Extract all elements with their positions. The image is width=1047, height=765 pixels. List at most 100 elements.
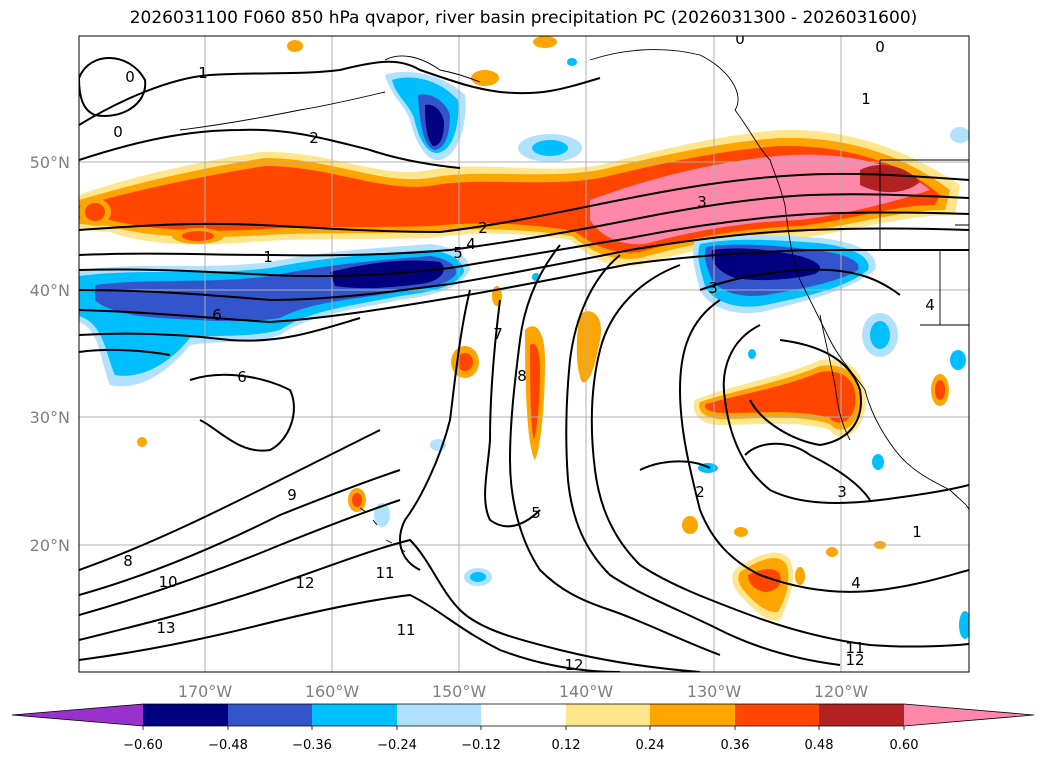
neg-blob-9 — [872, 454, 884, 470]
colorbar-segment — [397, 704, 481, 726]
neg-blob-8 — [950, 127, 969, 143]
contour-2-north — [79, 128, 461, 169]
neg-blob-6 — [374, 503, 390, 527]
figure-title: 2026031100 F060 850 hPa qvapor, river ba… — [129, 8, 918, 28]
colorbar-tick-label: 0.12 — [552, 738, 581, 753]
contour-label: 0 — [113, 123, 123, 141]
contour-label: 11 — [845, 639, 864, 657]
shade-blob-6 — [682, 516, 698, 534]
contour-label: 1 — [912, 523, 922, 541]
colorbar-segment — [566, 704, 650, 726]
colorbar-tick-label: −0.60 — [123, 738, 163, 753]
colorbar-segment — [228, 704, 312, 726]
contour-sw-8 — [79, 429, 381, 571]
contour-label: 1 — [263, 248, 273, 266]
contour-trough-4 — [565, 254, 841, 666]
contour-label: 11 — [375, 564, 394, 582]
contour-trough-5 — [590, 264, 969, 648]
coastline-aleutians — [179, 91, 386, 131]
shade-blob-3 — [471, 70, 499, 86]
shade-blob-5 — [533, 36, 557, 48]
contour-band-4 — [79, 227, 969, 302]
colorbar-segment — [143, 704, 228, 726]
lon-label: 130°W — [687, 682, 742, 701]
contour-label: 6 — [212, 306, 222, 324]
colorbar: −0.60 −0.48 −0.36 −0.24 −0.12 0.12 0.24 … — [11, 703, 1035, 753]
contour-sw-11 — [79, 538, 701, 672]
neg-blob-11 — [567, 58, 577, 66]
contour-0-ring — [79, 57, 147, 117]
contour-label: 8 — [517, 367, 527, 385]
contour-label: 6 — [237, 368, 247, 386]
contour-label: 4 — [925, 296, 935, 314]
contour-label: 11 — [396, 621, 415, 639]
contour-band-3 — [79, 211, 969, 278]
shade-streak-red — [530, 343, 540, 440]
neg-blob-2-core — [870, 321, 890, 349]
shade-neg3-strong — [425, 104, 444, 146]
lon-label: 150°W — [432, 682, 487, 701]
lon-label: 120°W — [814, 682, 869, 701]
contour-6-west — [79, 348, 171, 356]
contour-label: 12 — [564, 656, 583, 674]
qvapor-contours — [79, 57, 969, 672]
shade-blob-11 — [795, 567, 805, 585]
contour-2-south — [639, 460, 711, 471]
contour-label: 12 — [295, 574, 314, 592]
gridlines — [79, 36, 969, 672]
contour-label: 8 — [123, 552, 133, 570]
neg-blob-1-core — [532, 140, 568, 156]
colorbar-segment — [312, 704, 397, 726]
contour-label: 1 — [198, 64, 208, 82]
contour-label: 10 — [158, 573, 177, 591]
colorbar-tick-label: −0.48 — [208, 738, 248, 753]
colorbar-segment — [819, 704, 904, 726]
contour-label: 4 — [851, 574, 861, 592]
shade-band-darkred — [860, 164, 920, 193]
shade-blob-2-core — [352, 493, 362, 507]
neg-blob-10 — [959, 611, 969, 639]
contour-band-2 — [79, 193, 969, 257]
lon-label: 160°W — [305, 682, 360, 701]
colorbar-tick-label: −0.36 — [292, 738, 332, 753]
shade-blob-7-core — [935, 380, 945, 400]
shade-sub-red — [704, 371, 856, 423]
contour-label: 0 — [125, 68, 135, 86]
colorbar-tick-label: 0.48 — [805, 738, 834, 753]
colorbar-tick-label: 0.60 — [890, 738, 919, 753]
colorbar-segment — [481, 704, 566, 726]
longitude-axis: 170°W 160°W 150°W 140°W 130°W 120°W — [178, 682, 869, 701]
contour-band-5 — [79, 248, 969, 324]
coastline-baja — [819, 314, 851, 441]
neg-blob-3-core — [470, 572, 486, 582]
coastline-alaska — [384, 55, 481, 83]
plot-frame — [78, 35, 970, 673]
colorbar-segment — [735, 704, 819, 726]
colorbar-extend-left — [12, 704, 143, 726]
contour-label: 3 — [837, 483, 847, 501]
contour-label: 12 — [845, 651, 864, 669]
contour-label: 13 — [156, 619, 175, 637]
shade-blob-8-core — [85, 203, 105, 221]
shade-blob-12 — [734, 527, 748, 537]
contour-trough-1 — [399, 289, 471, 571]
contour-label: 3 — [708, 279, 718, 297]
contour-trough-6 — [678, 299, 969, 593]
lat-label: 40°N — [30, 281, 70, 300]
contour-trough-7 — [722, 324, 969, 504]
coastline-hawaii — [359, 507, 406, 553]
contour-label: 9 — [287, 486, 297, 504]
coastline-na-west — [589, 49, 969, 511]
contour-loop-6 — [189, 373, 295, 452]
colorbar-tick-label: 0.24 — [636, 738, 665, 753]
contour-band-1 — [79, 172, 969, 234]
neg-blob-13 — [748, 349, 756, 359]
lon-label: 170°W — [178, 682, 233, 701]
map-plot-area: 0 0 0 0 1 1 1 1 2 2 2 3 3 3 4 4 4 5 5 6 … — [79, 36, 969, 674]
lon-label: 140°W — [559, 682, 614, 701]
shade-streak2-orange — [576, 311, 601, 383]
shade-blob-15 — [826, 547, 838, 557]
contour-label: 4 — [466, 235, 476, 253]
contour-label: 5 — [531, 504, 541, 522]
